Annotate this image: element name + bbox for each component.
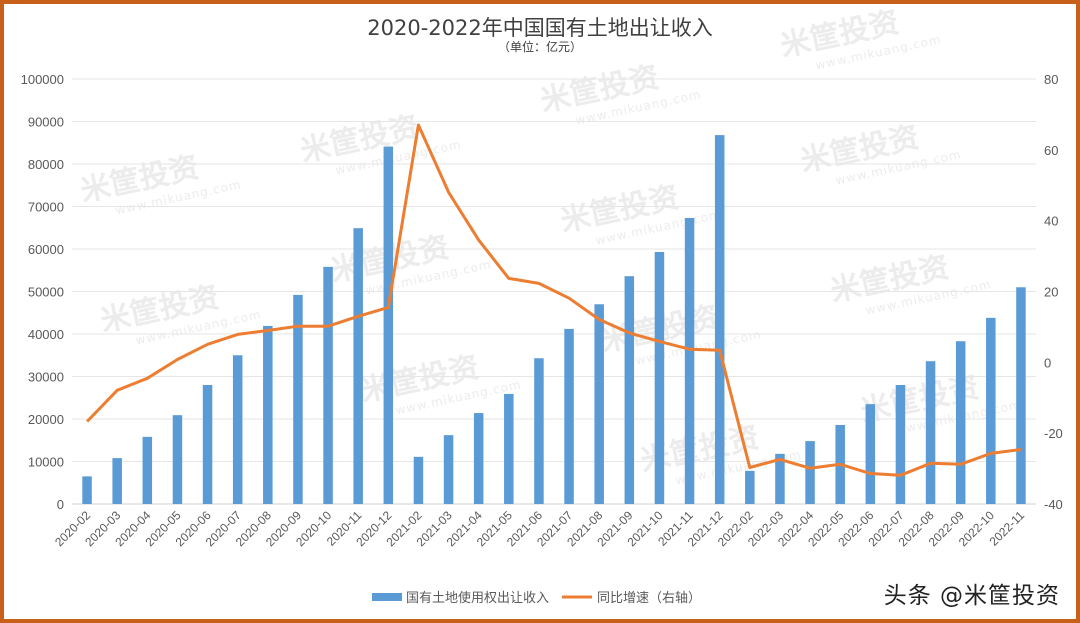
bar xyxy=(865,404,876,504)
bar xyxy=(112,458,122,504)
y-axis-tick: 80000 xyxy=(28,157,64,172)
bar xyxy=(775,453,785,504)
y-axis-tick: 90000 xyxy=(28,115,64,130)
chart-subtitle: （单位：亿元） xyxy=(497,40,582,54)
bar xyxy=(353,228,363,505)
bar xyxy=(624,276,635,504)
y2-axis-tick: 80 xyxy=(1044,72,1058,87)
y2-axis-tick: 20 xyxy=(1044,285,1058,300)
bar xyxy=(202,385,213,504)
y-axis-tick: 10000 xyxy=(28,455,64,470)
legend-bar-swatch xyxy=(372,593,402,601)
y-axis-tick: 100000 xyxy=(21,72,64,87)
bar xyxy=(142,436,153,504)
bar xyxy=(504,393,514,504)
bar xyxy=(895,385,906,504)
y-axis-tick: 20000 xyxy=(28,412,64,427)
bar xyxy=(564,328,574,504)
bar xyxy=(594,304,604,504)
bar xyxy=(293,294,303,504)
bar xyxy=(654,251,665,504)
y2-axis-tick: -40 xyxy=(1044,497,1063,512)
bar xyxy=(714,135,725,504)
bar xyxy=(473,413,484,504)
bar xyxy=(232,355,243,504)
y-axis-tick: 0 xyxy=(57,497,64,512)
bar xyxy=(955,341,966,504)
y2-axis-tick: 60 xyxy=(1044,143,1058,158)
bar xyxy=(443,435,454,504)
bar xyxy=(263,325,273,504)
bar xyxy=(534,358,544,504)
bar xyxy=(745,470,755,504)
bar xyxy=(323,266,333,504)
legend-line-label: 同比增速（右轴） xyxy=(597,591,701,606)
chart-title: 2020-2022年中国国有土地出让收入 xyxy=(367,16,713,40)
y-axis-tick: 70000 xyxy=(28,200,64,215)
y-axis-tick: 50000 xyxy=(28,285,64,300)
source-credit: 头条 @米筐投资 xyxy=(883,583,1060,609)
bar xyxy=(925,361,936,504)
legend-bar-label: 国有土地使用权出让收入 xyxy=(406,590,549,606)
y-axis-tick: 60000 xyxy=(28,242,64,257)
bar xyxy=(413,456,424,504)
y-axis-tick: 40000 xyxy=(28,327,64,342)
bar xyxy=(684,217,695,504)
y2-axis-tick: 40 xyxy=(1044,214,1058,229)
bar xyxy=(172,415,183,504)
bar xyxy=(1016,287,1026,504)
bar xyxy=(82,476,92,504)
bar xyxy=(383,146,394,504)
growth-line xyxy=(86,123,1022,477)
y2-axis-tick: 0 xyxy=(1044,355,1051,370)
bar xyxy=(986,317,996,504)
y2-axis-tick: -20 xyxy=(1044,426,1063,441)
bar xyxy=(805,441,815,504)
y-axis-tick: 30000 xyxy=(28,370,64,385)
